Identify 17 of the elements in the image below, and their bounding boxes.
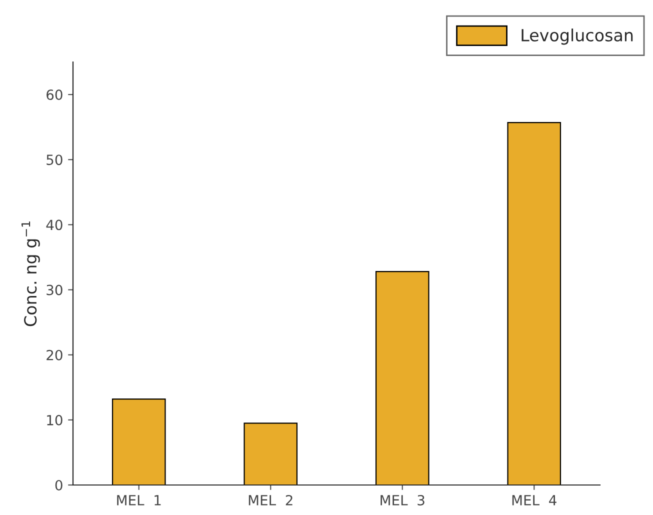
bar xyxy=(507,122,562,485)
bar xyxy=(112,398,166,485)
bar xyxy=(244,422,298,485)
x-tick-label: MEL 2 xyxy=(248,494,292,506)
y-tick-label: 60 xyxy=(46,90,62,100)
y-tick-label: 10 xyxy=(47,414,62,426)
y-tick-label: 20 xyxy=(46,350,62,360)
x-tick-label: MEL 4 xyxy=(512,495,556,506)
x-tick-label: MEL 1 xyxy=(117,495,161,506)
y-axis-title: Conc. ng g$^{−1}$ xyxy=(22,222,40,326)
y-tick-label: 0 xyxy=(55,480,62,490)
y-tick-label: 30 xyxy=(46,284,62,296)
y-tick-label: 40 xyxy=(46,220,62,230)
y-tick-label: 50 xyxy=(46,154,62,166)
bar xyxy=(375,270,430,485)
x-tick-label: MEL 3 xyxy=(380,494,424,506)
legend-label: Levoglucosan xyxy=(522,28,633,45)
